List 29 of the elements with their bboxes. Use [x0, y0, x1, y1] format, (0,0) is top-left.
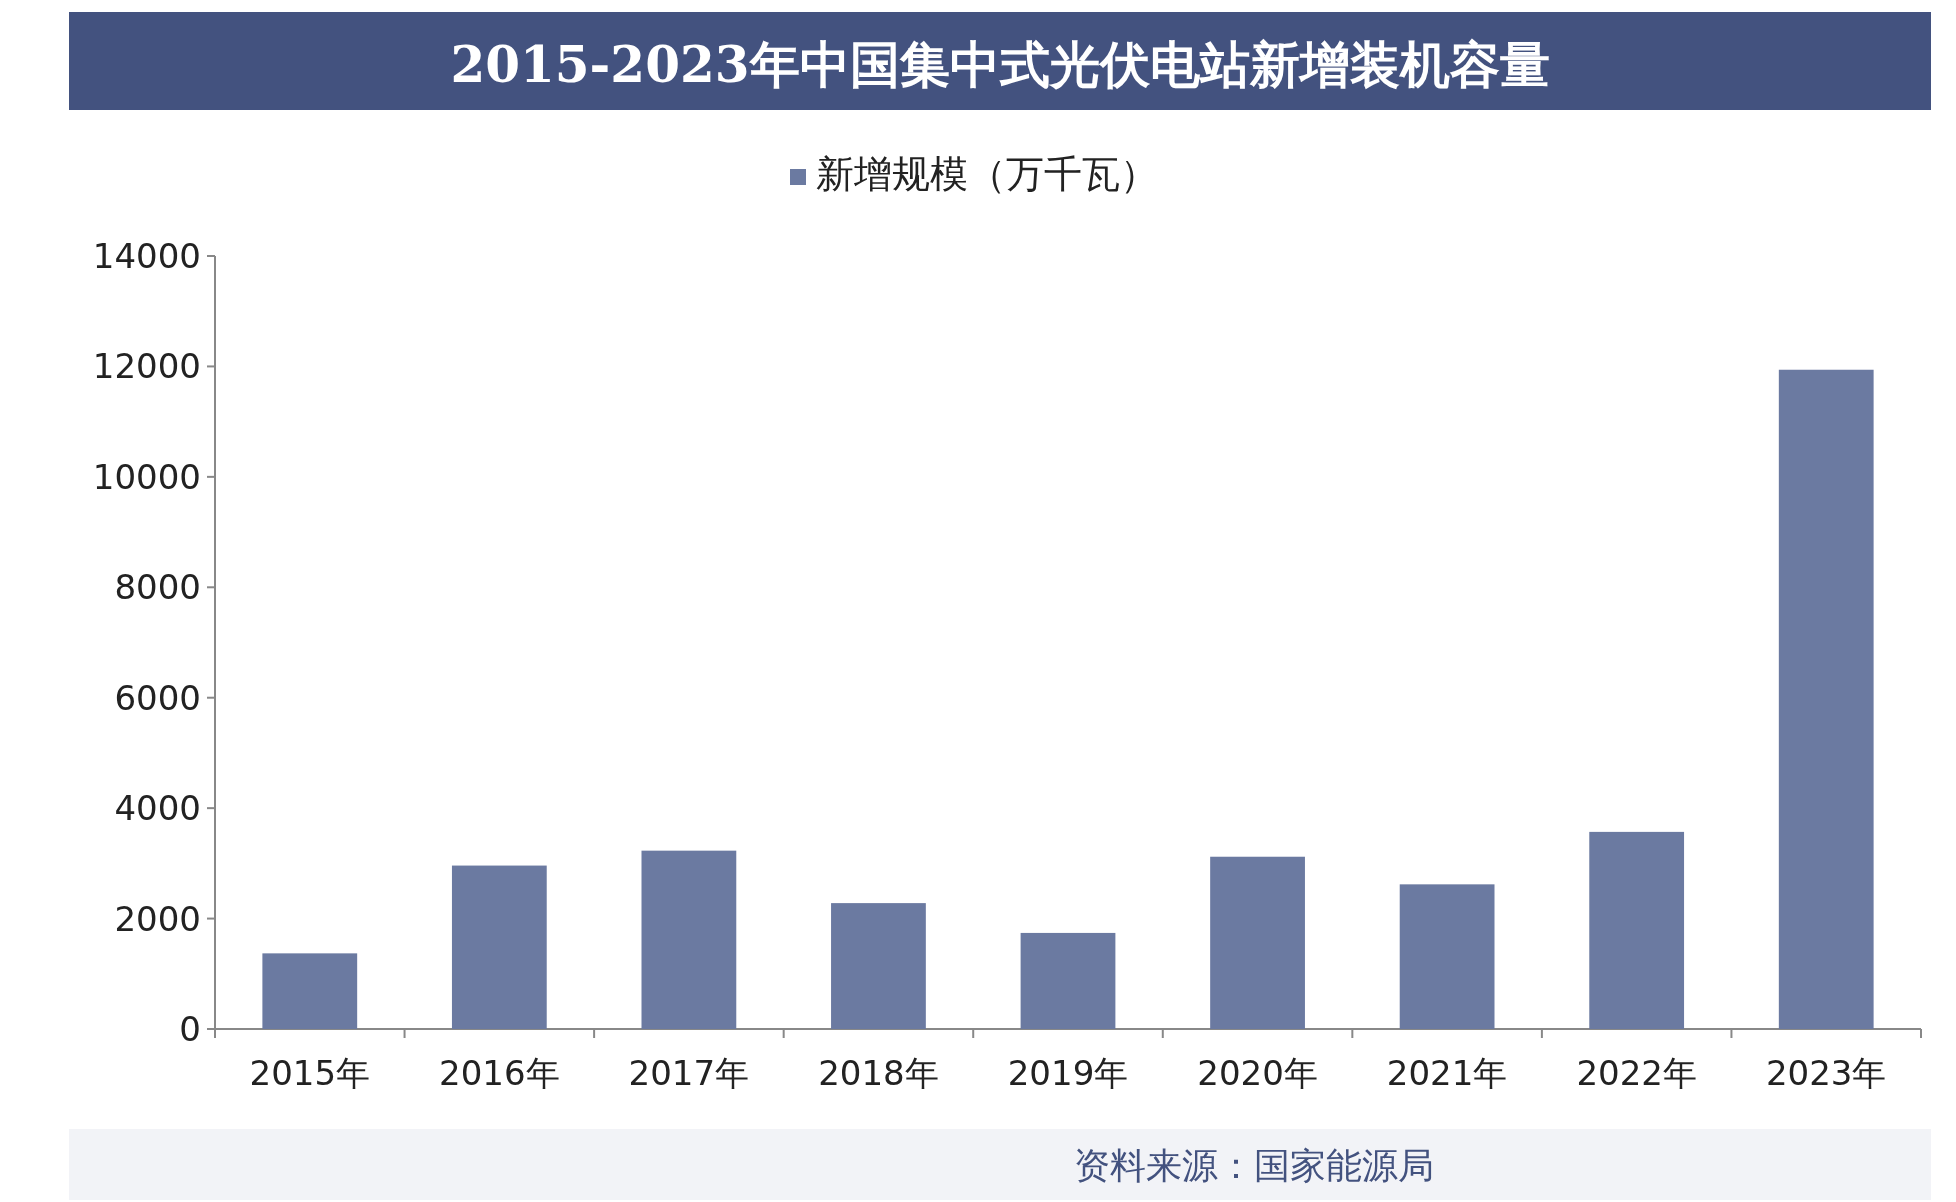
- bar: [451, 865, 547, 1029]
- text: 资料来源：国家能源局: [1074, 1145, 1434, 1186]
- y-tick-label: 6000: [114, 677, 201, 718]
- y-tick-label: 12000: [92, 346, 201, 387]
- bar: [1778, 369, 1874, 1029]
- x-tick-label: 2023年: [1765, 1053, 1887, 1093]
- y-tick-label: 10000: [92, 456, 201, 497]
- y-tick-label: 4000: [114, 788, 201, 829]
- y-tick-label: 0: [179, 1009, 201, 1049]
- bar: [1210, 856, 1305, 1029]
- bar: [1589, 831, 1685, 1029]
- bar: [831, 903, 926, 1029]
- legend-label: 新增规模（万千瓦）: [816, 152, 1158, 196]
- x-tick-label: 2021年: [1386, 1053, 1508, 1093]
- bar: [641, 850, 737, 1029]
- bar: [1020, 932, 1116, 1029]
- x-tick-label: 2015年: [249, 1053, 371, 1093]
- x-tick-label: 2017年: [628, 1053, 750, 1093]
- chart-title: 2015-2023年中国集中式光伏电站新增装机容量: [450, 35, 1550, 94]
- x-tick-label: 2019年: [1007, 1053, 1129, 1093]
- x-tick-label: 2022年: [1576, 1053, 1697, 1093]
- x-tick-label: 2020年: [1197, 1053, 1318, 1093]
- y-tick-label: 14000: [92, 236, 201, 276]
- bar: [1399, 884, 1495, 1029]
- bar: [262, 953, 358, 1029]
- y-tick-label: 8000: [114, 567, 201, 608]
- y-tick-label: 2000: [114, 898, 201, 939]
- x-tick-label: 2018年: [818, 1053, 939, 1093]
- x-tick-label: 2016年: [439, 1053, 560, 1093]
